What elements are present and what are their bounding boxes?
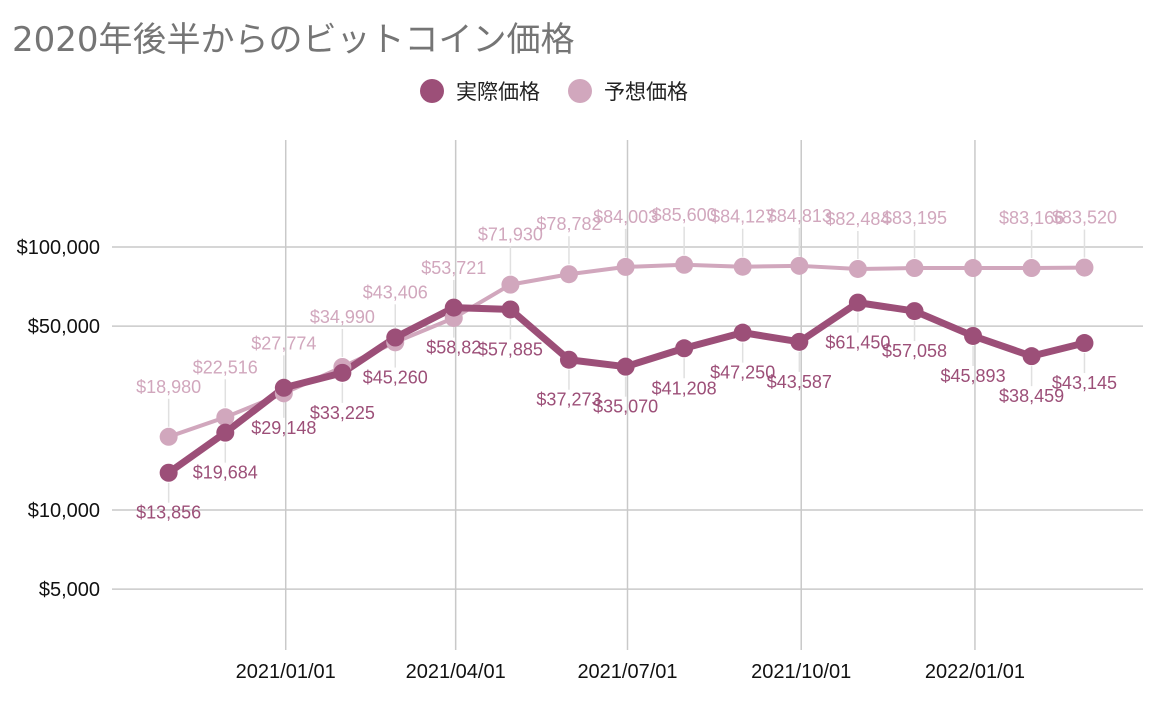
forecast-data-label: $71,930 <box>478 225 543 245</box>
actual-price-line <box>165 299 1088 477</box>
chart-title: 2020年後半からのビットコイン価格 <box>12 20 575 60</box>
forecast-price-point <box>848 259 867 278</box>
actual-data-label: $19,684 <box>193 463 258 483</box>
actual-data-label: $43,587 <box>767 372 832 392</box>
actual-price-point <box>1022 347 1041 366</box>
actual-price-point <box>790 332 809 351</box>
x-tick-label: 2022/01/01 <box>925 661 1025 683</box>
x-tick-label: 2021/01/01 <box>236 661 336 683</box>
forecast-data-label: $34,990 <box>310 307 375 327</box>
forecast-data-label: $22,516 <box>193 357 258 377</box>
x-tick-label: 2021/07/01 <box>577 661 677 683</box>
actual-data-label: $58,82 <box>426 338 481 358</box>
actual-price-point <box>1075 334 1094 353</box>
legend-label-forecast: 予想価格 <box>604 80 688 104</box>
forecast-data-label: $83,166 <box>999 208 1064 228</box>
actual-data-label: $29,148 <box>251 418 316 438</box>
actual-data-label: $38,459 <box>999 386 1064 406</box>
legend-label-actual: 実際価格 <box>456 80 540 104</box>
x-tick-label: 2021/10/01 <box>751 661 851 683</box>
forecast-data-label: $27,774 <box>251 333 316 353</box>
y-tick-label: $5,000 <box>39 579 100 601</box>
forecast-data-label: $78,782 <box>536 214 601 234</box>
forecast-data-label: $84,127 <box>710 207 775 227</box>
legend-item-forecast[interactable]: 予想価格 <box>568 76 688 106</box>
actual-data-label: $61,450 <box>825 333 890 353</box>
actual-price-point <box>675 339 694 358</box>
actual-data-label: $37,273 <box>536 390 601 410</box>
actual-data-label: $45,893 <box>941 366 1006 386</box>
forecast-data-label: $82,484 <box>825 209 890 229</box>
forecast-data-label: $18,980 <box>136 377 201 397</box>
actual-data-label: $47,250 <box>710 363 775 383</box>
forecast-data-label: $53,721 <box>421 258 486 278</box>
legend-marker-forecast <box>568 79 592 103</box>
actual-price-point <box>444 298 463 317</box>
forecast-price-point <box>559 265 578 284</box>
actual-price-point <box>848 293 867 312</box>
y-tick-label: $50,000 <box>28 316 100 338</box>
forecast-price-point <box>733 257 752 276</box>
forecast-data-label: $83,195 <box>882 208 947 228</box>
actual-price-point <box>159 463 178 482</box>
actual-price-point <box>274 378 293 397</box>
actual-price-point <box>333 363 352 382</box>
forecast-price-point <box>964 259 983 278</box>
actual-price-point <box>216 423 235 442</box>
forecast-data-label: $84,003 <box>593 207 658 227</box>
actual-price-point <box>905 302 924 321</box>
actual-price-point <box>964 326 983 345</box>
actual-price-point <box>501 300 520 319</box>
actual-price-point <box>733 323 752 342</box>
forecast-price-point <box>159 427 178 446</box>
forecast-price-point <box>216 408 235 427</box>
forecast-data-label: $83,520 <box>1052 208 1117 228</box>
actual-data-label: $41,208 <box>652 378 717 398</box>
chart-legend: 実際価格 予想価格 <box>420 76 688 106</box>
actual-data-label: $13,856 <box>136 503 201 523</box>
forecast-price-point <box>501 275 520 294</box>
forecast-price-point <box>905 259 924 278</box>
actual-data-label: $57,058 <box>882 341 947 361</box>
forecast-data-label: $84,813 <box>767 206 832 226</box>
actual-data-label: $45,260 <box>363 368 428 388</box>
forecast-price-point <box>1075 258 1094 277</box>
legend-item-actual[interactable]: 実際価格 <box>420 76 540 106</box>
forecast-price-point <box>675 255 694 274</box>
legend-marker-actual <box>420 79 444 103</box>
actual-price-point <box>386 328 405 347</box>
forecast-price-point <box>790 256 809 275</box>
forecast-data-label: $43,406 <box>363 282 428 302</box>
actual-data-label: $57,885 <box>478 339 543 359</box>
x-tick-label: 2021/04/01 <box>406 661 506 683</box>
forecast-data-label: $85,600 <box>652 205 717 225</box>
y-tick-label: $100,000 <box>17 237 100 259</box>
actual-data-label: $43,145 <box>1052 373 1117 393</box>
actual-price-point <box>559 350 578 369</box>
actual-price-point <box>616 357 635 376</box>
actual-data-label: $35,070 <box>593 397 658 417</box>
actual-data-label: $33,225 <box>310 403 375 423</box>
forecast-price-point <box>616 257 635 276</box>
forecast-price-point <box>1022 259 1041 278</box>
y-tick-label: $10,000 <box>28 500 100 522</box>
